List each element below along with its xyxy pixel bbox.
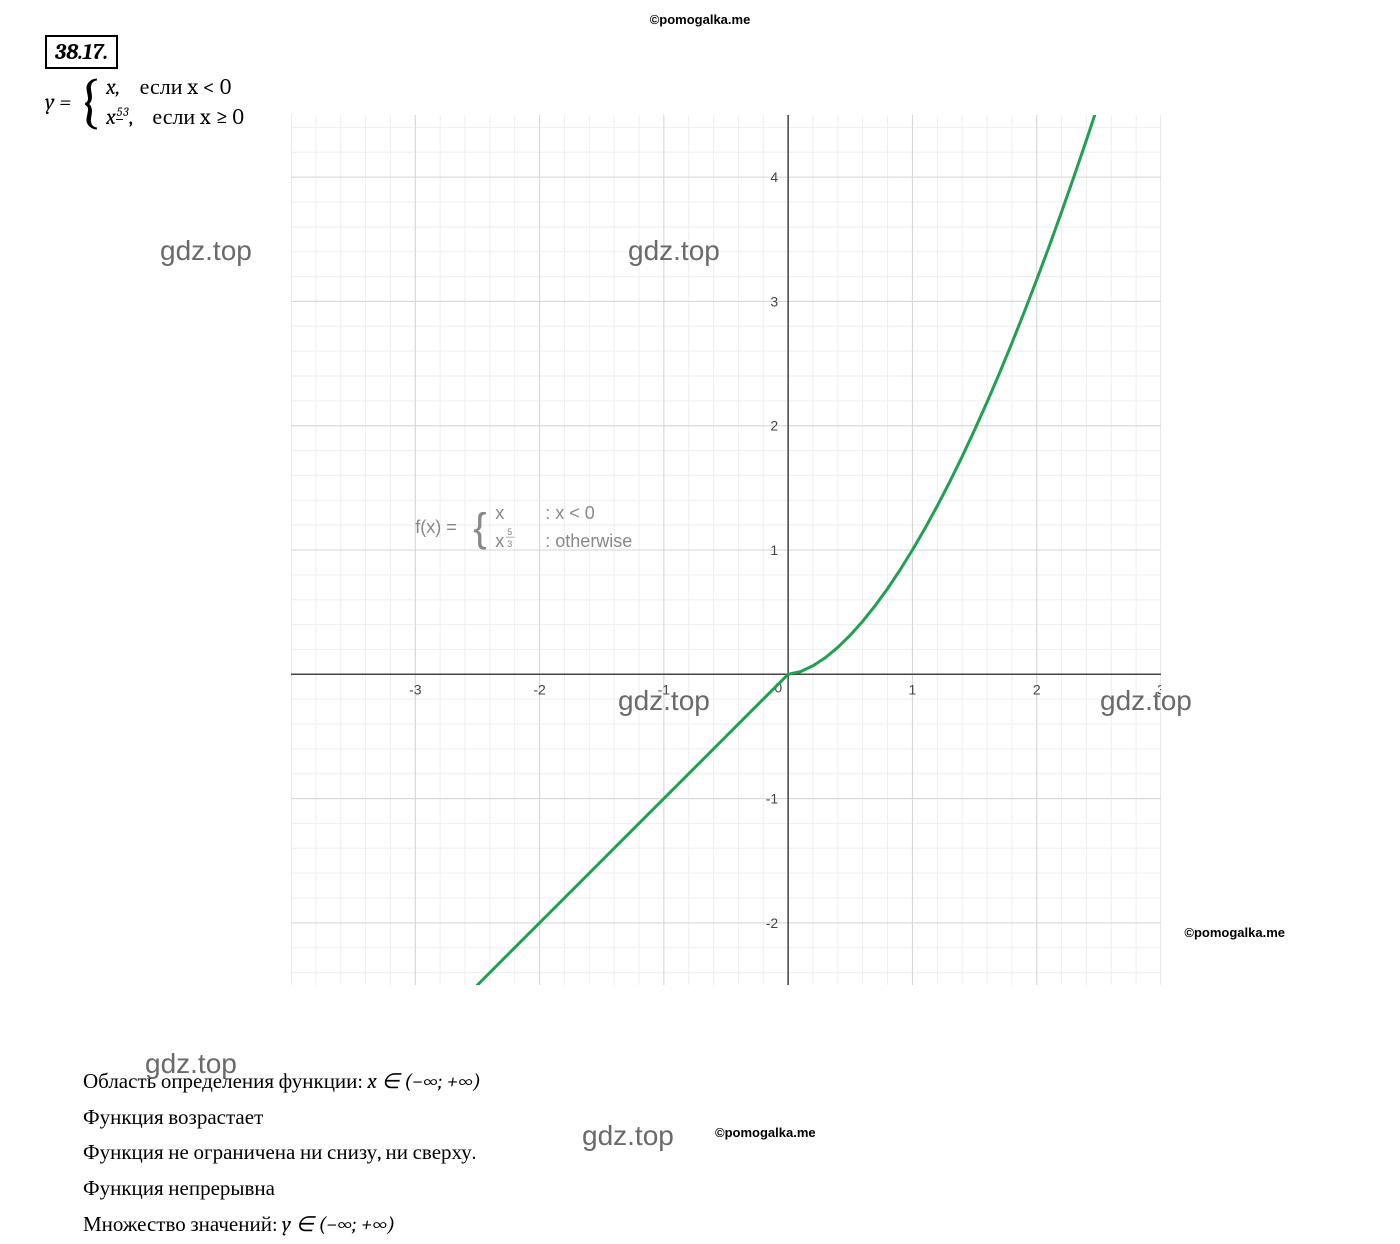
piece2-cond: если x ≥ 0 <box>152 104 244 130</box>
chart-svg: -3-2-10123-2-11234f(x) ={x: x < 0x53: ot… <box>291 115 1161 985</box>
svg-text:4: 4 <box>770 169 778 185</box>
property-continuous: Функция непрерывна <box>83 1172 481 1208</box>
svg-text:2: 2 <box>1033 681 1041 697</box>
svg-text:2: 2 <box>770 418 778 434</box>
equation-piece-2: x53, если x ≥ 0 <box>106 104 244 130</box>
svg-text:: x < 0: : x < 0 <box>545 503 595 523</box>
brace-icon: { <box>78 72 101 132</box>
watermark-6: gdz.top <box>582 1120 674 1152</box>
equation-piece-1: x, если x < 0 <box>106 74 244 100</box>
piece1-cond: если x < 0 <box>140 74 232 100</box>
property-range: Множество значений: y ∈ (−∞; +∞) <box>83 1208 481 1244</box>
svg-text:-3: -3 <box>409 681 422 697</box>
property-domain: Область определения функции: x ∈ (−∞; +∞… <box>83 1065 481 1101</box>
property-domain-prefix: Область определения функции: <box>83 1070 367 1094</box>
copyright-top: ©pomogalka.me <box>650 12 751 27</box>
svg-text:-2: -2 <box>533 681 546 697</box>
svg-text:-1: -1 <box>658 681 671 697</box>
equation-pieces: x, если x < 0 x53, если x ≥ 0 <box>106 70 244 134</box>
property-range-prefix: Множество значений: <box>83 1213 282 1237</box>
svg-text:5: 5 <box>507 527 512 537</box>
svg-text:-1: -1 <box>766 791 779 807</box>
watermark-1: gdz.top <box>160 235 252 267</box>
function-properties: Область определения функции: x ∈ (−∞; +∞… <box>83 1065 481 1243</box>
svg-text:1: 1 <box>909 681 917 697</box>
function-chart: -3-2-10123-2-11234f(x) ={x: x < 0x53: ot… <box>291 115 1161 985</box>
svg-text:3: 3 <box>1157 681 1161 697</box>
piece2-base: x <box>106 104 116 130</box>
svg-text:3: 3 <box>770 293 778 309</box>
copyright-mid: ©pomogalka.me <box>715 1125 816 1140</box>
property-domain-math: x ∈ (−∞; +∞) <box>367 1070 481 1094</box>
property-increasing: Функция возрастает <box>83 1101 481 1137</box>
property-unbounded: Функция не ограничена ни снизу, ни сверх… <box>83 1136 481 1172</box>
svg-text:x: x <box>495 503 504 523</box>
piece2-exp-den: 3 <box>123 105 128 119</box>
copyright-right: ©pomogalka.me <box>1184 925 1285 940</box>
svg-text:{: { <box>473 506 486 550</box>
svg-text:3: 3 <box>507 539 512 549</box>
piecewise-equation: y = { x, если x < 0 x53, если x ≥ 0 <box>45 70 244 134</box>
svg-text:f(x) =: f(x) = <box>415 517 457 537</box>
problem-number: 38.17. <box>45 35 118 69</box>
equation-lhs: y = <box>45 89 71 115</box>
svg-text:-2: -2 <box>766 915 779 931</box>
svg-text:: otherwise: : otherwise <box>545 531 632 551</box>
property-range-math: y ∈ (−∞; +∞) <box>282 1213 395 1237</box>
piece1-expr: x, <box>106 74 120 100</box>
svg-text:x: x <box>495 531 504 551</box>
svg-text:1: 1 <box>770 542 778 558</box>
